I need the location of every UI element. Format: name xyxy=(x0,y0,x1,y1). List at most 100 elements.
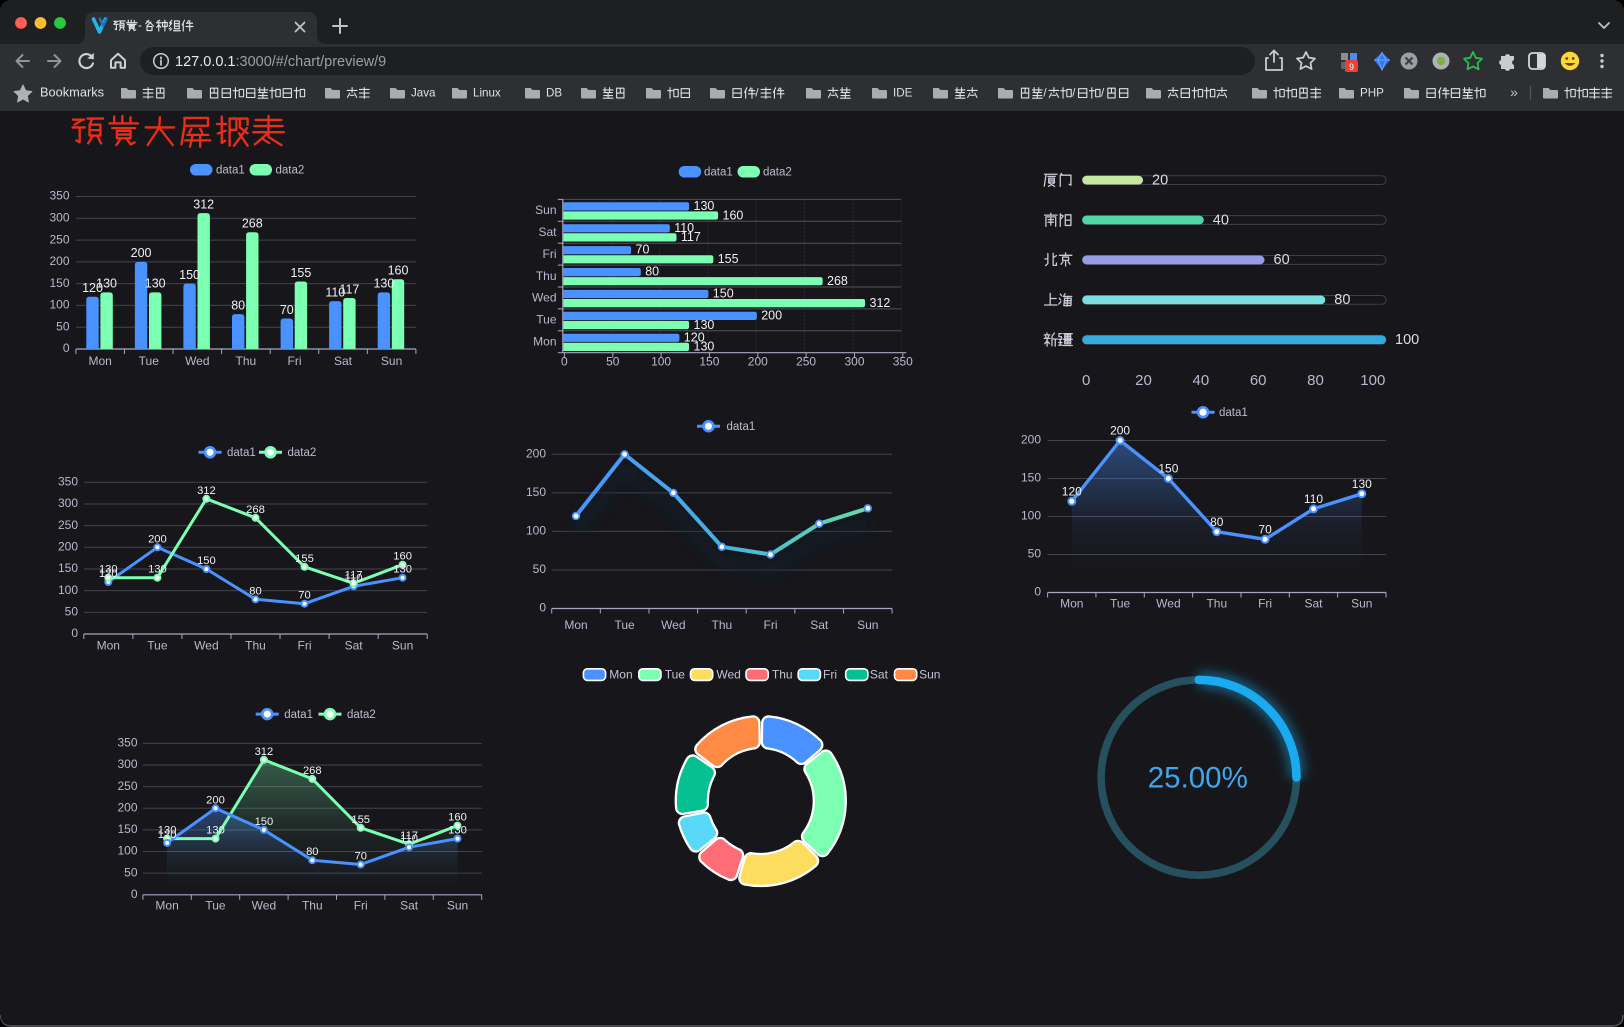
svg-text:Sat: Sat xyxy=(1304,596,1323,610)
svg-text:200: 200 xyxy=(49,254,69,268)
svg-text:300: 300 xyxy=(117,757,137,771)
svg-text:0: 0 xyxy=(539,601,546,615)
svg-text:312: 312 xyxy=(193,197,214,211)
svg-text:300: 300 xyxy=(844,354,864,368)
svg-text:Wed: Wed xyxy=(252,899,276,913)
svg-text:130: 130 xyxy=(373,277,394,291)
svg-text:Thu: Thu xyxy=(772,668,793,682)
svg-text:100: 100 xyxy=(1360,372,1385,389)
svg-text:data2: data2 xyxy=(288,447,317,459)
svg-text:Mon: Mon xyxy=(155,899,178,913)
svg-text:0: 0 xyxy=(63,341,70,355)
svg-text:250: 250 xyxy=(796,354,816,368)
svg-text:100: 100 xyxy=(1395,332,1419,348)
svg-text:70: 70 xyxy=(280,303,294,317)
svg-text:Mon: Mon xyxy=(1060,596,1083,610)
svg-text:Sun: Sun xyxy=(447,899,468,913)
svg-text:130: 130 xyxy=(694,340,715,354)
svg-text:0: 0 xyxy=(1034,585,1041,599)
svg-text:312: 312 xyxy=(870,296,891,310)
svg-text:200: 200 xyxy=(526,446,546,460)
svg-text:110: 110 xyxy=(1304,492,1323,506)
svg-text:Linux: Linux xyxy=(473,87,501,100)
svg-text:130: 130 xyxy=(694,199,715,213)
svg-text:Tue: Tue xyxy=(205,899,226,913)
svg-text:40: 40 xyxy=(1193,372,1210,389)
svg-text:110: 110 xyxy=(674,221,694,235)
svg-text:150: 150 xyxy=(526,485,546,499)
svg-text:50: 50 xyxy=(606,354,620,368)
svg-text:120: 120 xyxy=(158,829,177,841)
svg-text:150: 150 xyxy=(49,276,69,290)
svg-text:Tue: Tue xyxy=(139,354,160,368)
svg-text:Fri: Fri xyxy=(764,618,778,632)
svg-text:data1: data1 xyxy=(227,447,256,459)
svg-text:200: 200 xyxy=(117,800,137,814)
svg-text:data1: data1 xyxy=(704,166,733,178)
svg-text:Sun: Sun xyxy=(535,203,556,217)
svg-text:130: 130 xyxy=(206,825,225,837)
svg-text:Thu: Thu xyxy=(1206,596,1227,610)
svg-text:155: 155 xyxy=(295,553,314,565)
svg-text:117: 117 xyxy=(339,282,359,296)
svg-text:350: 350 xyxy=(58,474,78,488)
svg-text:150: 150 xyxy=(58,561,78,575)
svg-text:Sun: Sun xyxy=(1351,596,1372,610)
svg-text:Sat: Sat xyxy=(334,354,353,368)
svg-text:-: - xyxy=(138,18,142,32)
svg-text:Fri: Fri xyxy=(543,247,557,261)
svg-text:80: 80 xyxy=(249,585,261,597)
svg-text:160: 160 xyxy=(393,551,412,563)
svg-text:0: 0 xyxy=(1082,372,1090,389)
svg-text:150: 150 xyxy=(1021,471,1041,485)
svg-text:80: 80 xyxy=(306,846,318,858)
svg-text:Fri: Fri xyxy=(823,668,837,682)
svg-text:268: 268 xyxy=(242,216,263,230)
svg-text:50: 50 xyxy=(124,865,138,879)
svg-text:50: 50 xyxy=(56,319,70,333)
svg-text:data1: data1 xyxy=(1219,407,1248,419)
svg-text:Sat: Sat xyxy=(400,899,419,913)
svg-text:Wed: Wed xyxy=(1156,596,1180,610)
svg-text:80: 80 xyxy=(645,265,659,279)
svg-text:Java: Java xyxy=(411,87,436,100)
svg-text:120: 120 xyxy=(82,281,103,295)
svg-text:150: 150 xyxy=(1158,462,1178,476)
svg-text:Tue: Tue xyxy=(1110,596,1131,610)
svg-text:80: 80 xyxy=(1334,292,1350,308)
svg-text:200: 200 xyxy=(748,354,768,368)
svg-text:Sun: Sun xyxy=(857,618,878,632)
svg-text:110: 110 xyxy=(345,572,363,584)
svg-text:»: » xyxy=(1510,84,1518,100)
svg-text:60: 60 xyxy=(1274,252,1290,268)
svg-text:200: 200 xyxy=(131,246,152,260)
svg-text:Tue: Tue xyxy=(665,668,686,682)
svg-text:0: 0 xyxy=(561,354,568,368)
svg-text:150: 150 xyxy=(197,555,216,567)
svg-text:150: 150 xyxy=(179,268,200,282)
svg-text:100: 100 xyxy=(1021,509,1041,523)
svg-text:/: / xyxy=(755,87,759,100)
svg-text:Sun: Sun xyxy=(392,638,413,652)
svg-text:130: 130 xyxy=(145,277,166,291)
svg-text:Mon: Mon xyxy=(609,668,632,682)
svg-text:312: 312 xyxy=(255,746,274,758)
svg-text:130: 130 xyxy=(1352,477,1372,491)
svg-text:/: / xyxy=(1043,87,1047,100)
svg-text:Wed: Wed xyxy=(716,668,740,682)
svg-text:Tue: Tue xyxy=(536,312,557,326)
svg-text:150: 150 xyxy=(255,816,274,828)
svg-text:117: 117 xyxy=(681,230,701,244)
svg-text:200: 200 xyxy=(761,308,782,322)
svg-text:120: 120 xyxy=(684,330,705,344)
svg-text:117: 117 xyxy=(400,830,418,842)
svg-text:312: 312 xyxy=(197,485,216,497)
svg-text:155: 155 xyxy=(718,252,739,266)
svg-text:130: 130 xyxy=(694,318,715,332)
svg-text:Sat: Sat xyxy=(870,668,889,682)
svg-text:/: / xyxy=(1101,87,1105,100)
svg-text:data1: data1 xyxy=(284,709,313,721)
svg-text:155: 155 xyxy=(290,266,311,280)
svg-text:350: 350 xyxy=(893,354,913,368)
svg-text:130: 130 xyxy=(393,564,412,576)
